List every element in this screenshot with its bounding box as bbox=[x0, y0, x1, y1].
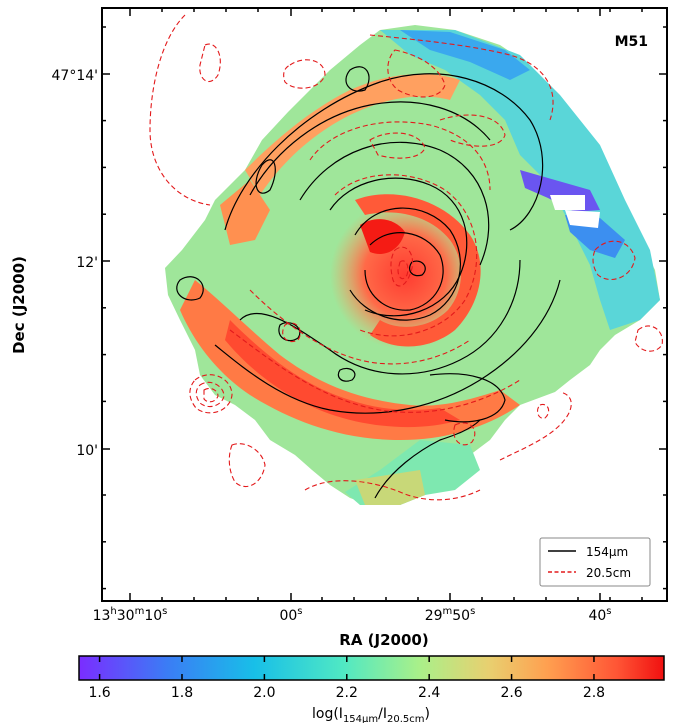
map-gap-2 bbox=[565, 210, 600, 228]
contour-20cm bbox=[149, 14, 663, 501]
map-arm-south-core bbox=[225, 320, 460, 428]
colorbar-tick-label: 2.6 bbox=[500, 685, 522, 701]
legend: 154μm 20.5cm bbox=[539, 537, 651, 587]
colorbar-tick-label: 2.8 bbox=[583, 685, 605, 701]
colorbar-tick-label: 2.2 bbox=[336, 685, 358, 701]
x-tick-label: 40s bbox=[588, 606, 611, 624]
map-outer-blue bbox=[400, 30, 530, 80]
plot-frame bbox=[101, 7, 668, 602]
colorbar-gradient bbox=[78, 655, 665, 681]
colorbar-tick-label: 1.6 bbox=[88, 685, 110, 701]
x-tick-label: 29m50s bbox=[425, 606, 476, 624]
legend-label: 20.5cm bbox=[586, 566, 631, 580]
y-tick-label: 10' bbox=[76, 443, 98, 459]
x-axis-title: RA (J2000) bbox=[339, 631, 428, 649]
legend-box bbox=[539, 537, 651, 587]
colorbar-tick-label: 1.8 bbox=[171, 685, 193, 701]
map-inner-arm bbox=[355, 194, 481, 347]
x-tick-label: 00s bbox=[279, 606, 302, 624]
x-tick-label: 13h30m10s bbox=[93, 606, 168, 624]
map-outer-cool bbox=[380, 30, 660, 330]
map-arm-north-left bbox=[220, 180, 270, 245]
legend-label: 154μm bbox=[586, 545, 628, 559]
contours bbox=[149, 14, 663, 501]
map-arm-south bbox=[180, 280, 520, 440]
panel-label: M51 bbox=[615, 34, 648, 50]
colorbar: 1.6 1.8 2.0 2.2 2.4 2.6 2.8 log(I154μm/I20.5cm… bbox=[78, 655, 665, 723]
contour-154um bbox=[176, 66, 561, 499]
colorbar-label: log(I154μm/I20.5cm) bbox=[312, 706, 430, 723]
map-south-yellow bbox=[355, 470, 425, 505]
map-arm-north bbox=[245, 74, 460, 195]
y-axis-title: Dec (J2000) bbox=[10, 256, 28, 354]
y-axis: 47°14' 12' 10' bbox=[52, 26, 667, 590]
x-axis: 13h30m10s 00s 29m50s 40s bbox=[93, 8, 643, 624]
colorbar-tick-label: 2.0 bbox=[253, 685, 275, 701]
y-tick-label: 47°14' bbox=[52, 68, 98, 84]
ratio-map bbox=[165, 25, 660, 505]
colorbar-tick-label: 2.4 bbox=[418, 685, 440, 701]
y-tick-label: 12' bbox=[76, 255, 98, 271]
map-gap-1 bbox=[550, 195, 585, 210]
